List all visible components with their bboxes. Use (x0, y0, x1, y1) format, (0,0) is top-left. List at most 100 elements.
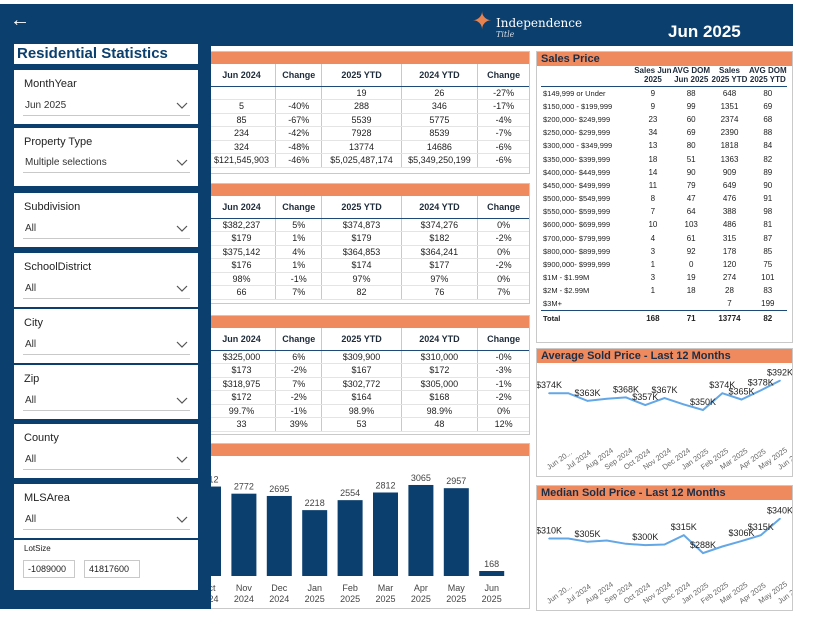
table-cell: 5% (274, 218, 322, 232)
table-cell: 1351 (720, 101, 739, 111)
table-cell: 71 (672, 310, 711, 327)
table-row: $200,000- $249,999 23 60 2374 68 (541, 113, 787, 126)
table-cell: 80 (763, 88, 773, 98)
table-cell: 88 (686, 88, 696, 98)
subdivision-dropdown[interactable]: All (23, 219, 190, 239)
table-cell: 53 (321, 417, 402, 432)
card-header-bar (208, 52, 529, 64)
table-cell: $149,999 or Under (543, 88, 606, 98)
table-row: 33 39% 53 48 12% (208, 417, 529, 432)
chevron-down-icon (176, 285, 188, 292)
table-cell: $309,900 (321, 350, 402, 364)
bar (408, 484, 434, 576)
table-cell: 12% (477, 417, 529, 432)
bar (479, 571, 505, 576)
table-cell: 1 (650, 260, 656, 270)
county-dropdown[interactable]: All (23, 450, 190, 470)
average-price-card: Jun 2024 Change 2025 YTD 2024 YTD Change $382… (207, 183, 530, 304)
data-point (586, 400, 589, 402)
city-dropdown[interactable]: All (23, 335, 190, 355)
data-point (644, 544, 647, 546)
table-cell: 9 (650, 88, 656, 98)
lotsize-max-input[interactable]: 41817600 (84, 560, 140, 578)
data-point (702, 552, 704, 554)
data-point (586, 541, 589, 543)
table-cell: 178 (722, 246, 737, 256)
table-cell: -4% (477, 113, 529, 127)
column-header: Jun 2024 (208, 64, 276, 87)
data-point (759, 534, 762, 536)
dropdown-value: All (25, 339, 37, 350)
table-cell: 97% (400, 272, 478, 286)
average-sold-price-title: Average Sold Price - Last 12 Months (541, 350, 731, 362)
table-cell: 90 (763, 180, 773, 190)
column-header: 2025 YTD (321, 328, 402, 351)
table-cell: 909 (722, 167, 737, 177)
table-cell: 1% (274, 231, 322, 246)
monthly-sales-chart-card: 3012Oct20242772Nov20242695Dec20242218Jan… (207, 443, 530, 609)
bar (373, 492, 398, 576)
table-cell: 7 (727, 299, 732, 309)
table-header-row: Jun 2024 Change 2025 YTD 2024 YTD Change (208, 196, 529, 219)
table-row: $149,999 or Under 9 88 648 80 (541, 87, 787, 100)
table-cell: 85 (763, 246, 773, 256)
table-cell (634, 298, 672, 311)
zip-dropdown[interactable]: All (23, 391, 190, 411)
table-cell: $172 (208, 390, 276, 405)
x-tick-label: 2024 (234, 594, 254, 604)
table-row: $400,000- $449,999 14 90 909 89 (541, 166, 787, 179)
table-cell: -6% (477, 153, 529, 168)
table-row: $382,237 5% $374,873 $374,276 0% (208, 218, 529, 232)
table-cell: 2390 (720, 128, 739, 138)
table-cell: 61 (686, 233, 696, 243)
data-label: $305K (574, 529, 600, 539)
column-header: 2024 YTD (400, 196, 478, 219)
x-tick-label: Jun (484, 583, 499, 593)
table-cell: 85 (208, 113, 276, 127)
x-tick-label: 2025 (375, 594, 395, 604)
table-cell: $550,000- $599,999 (543, 207, 611, 217)
data-point (605, 398, 608, 400)
table-cell: -17% (477, 99, 529, 114)
table-cell: -1% (477, 377, 529, 391)
back-arrow-icon[interactable]: ← (10, 9, 30, 31)
table-cell: 84 (763, 141, 773, 151)
table-cell: 68 (763, 114, 773, 124)
schooldistrict-dropdown[interactable]: All (23, 279, 190, 299)
lotsize-min-input[interactable]: -1089000 (23, 560, 75, 578)
column-header: 2025 YTD (321, 64, 402, 87)
slicer-label: MLSArea (24, 492, 70, 504)
data-point (721, 392, 724, 394)
monthyear-dropdown[interactable]: Jun 2025 (23, 96, 190, 116)
slicer-subdivision: Subdivision All (14, 193, 198, 247)
table-row: $3M+ 7 199 (541, 298, 787, 311)
bar-value-label: 2957 (446, 476, 466, 486)
bar (231, 493, 257, 576)
table-cell: 274 (722, 273, 737, 283)
table-cell: 649 (722, 180, 737, 190)
table-cell: 5 (208, 99, 276, 114)
table-cell: Total (541, 310, 634, 327)
property-type-dropdown[interactable]: Multiple selections (23, 153, 190, 173)
x-tick-label: May (448, 583, 466, 593)
table-row: $250,000- $299,999 34 69 2390 88 (541, 126, 787, 139)
table-cell: 1363 (720, 154, 739, 164)
table-header-row: Sales Jun 2025 AVG DOM Jun 2025 Sales 2025… (541, 66, 787, 87)
table-cell: 2374 (720, 114, 739, 124)
table-row: $550,000- $599,999 7 64 388 98 (541, 205, 787, 218)
bar (266, 495, 292, 576)
table-cell: $700,000- $799,999 (543, 233, 611, 243)
table-cell: $310,000 (400, 350, 478, 364)
table-cell: -2% (274, 390, 322, 405)
mlsarea-dropdown[interactable]: All (23, 510, 190, 530)
data-point (779, 517, 781, 520)
card-header-bar: Median Sold Price - Last 12 Months (537, 486, 792, 500)
table-cell: $500,000- $549,999 (543, 194, 611, 204)
table-cell: $182 (400, 231, 478, 246)
dropdown-value: All (25, 223, 37, 234)
table-cell: $179 (208, 231, 276, 246)
x-tick-label: Apr (414, 583, 428, 593)
table-cell: $179 (321, 231, 402, 246)
